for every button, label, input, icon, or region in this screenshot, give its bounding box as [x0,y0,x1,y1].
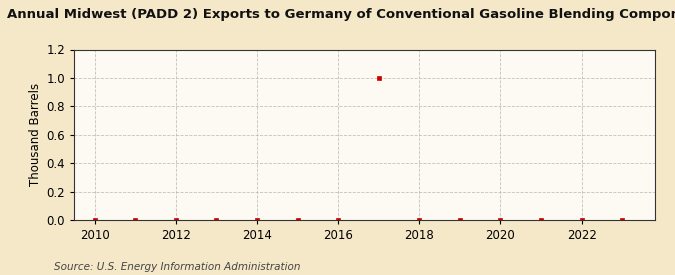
Y-axis label: Thousand Barrels: Thousand Barrels [29,83,43,186]
Text: Source: U.S. Energy Information Administration: Source: U.S. Energy Information Administ… [54,262,300,272]
Text: Annual Midwest (PADD 2) Exports to Germany of Conventional Gasoline Blending Com: Annual Midwest (PADD 2) Exports to Germa… [7,8,675,21]
